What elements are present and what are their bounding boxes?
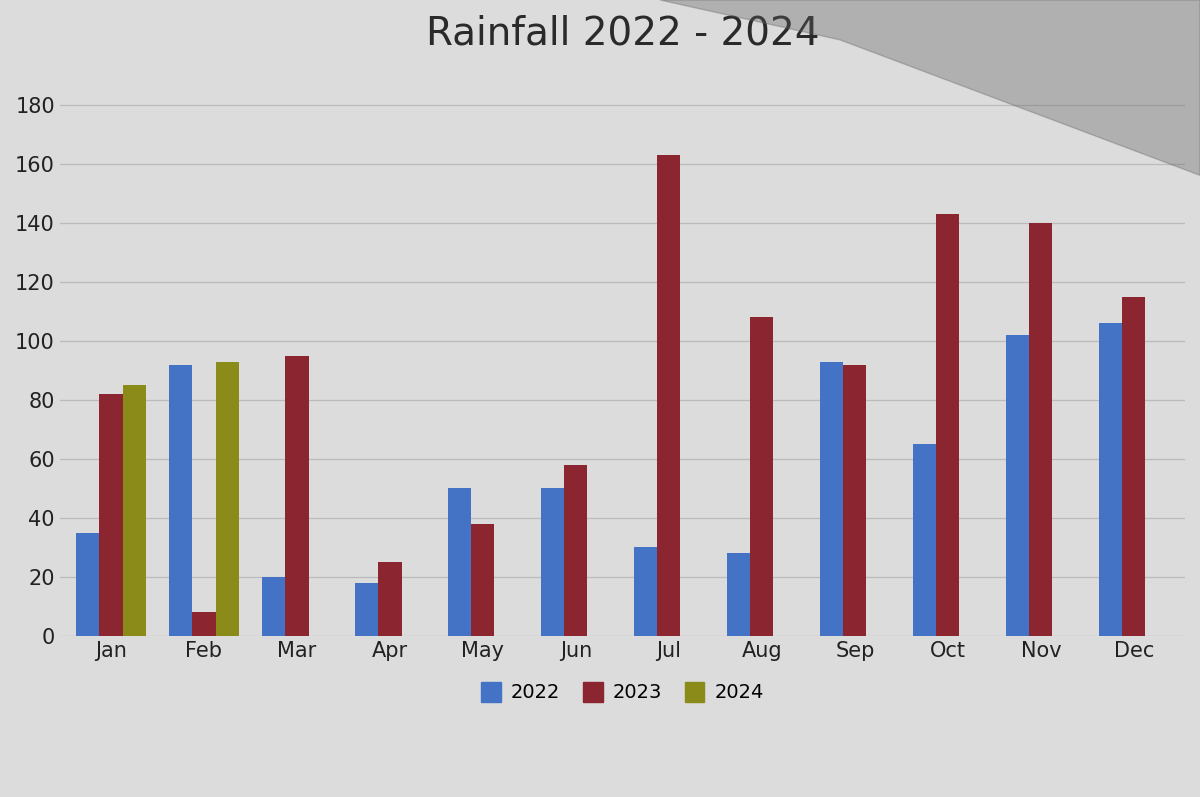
Bar [122, 385, 145, 636]
Title: Rainfall 2022 - 2024: Rainfall 2022 - 2024 [426, 15, 820, 53]
Bar [844, 364, 866, 636]
Legend: 2022, 2023, 2024: 2022, 2023, 2024 [474, 674, 772, 710]
Bar [192, 612, 216, 636]
Bar [262, 577, 286, 636]
Bar [727, 553, 750, 636]
Bar [1030, 223, 1052, 636]
Bar [286, 355, 308, 636]
Bar [634, 548, 658, 636]
Bar [472, 524, 494, 636]
Bar [378, 562, 402, 636]
Bar [355, 583, 378, 636]
Bar [448, 489, 472, 636]
Bar [100, 394, 122, 636]
Bar [541, 489, 564, 636]
Bar [913, 444, 936, 636]
Bar [1099, 324, 1122, 636]
Bar [658, 155, 680, 636]
Bar [820, 362, 844, 636]
Bar [750, 317, 774, 636]
Bar [564, 465, 588, 636]
Bar [76, 532, 100, 636]
Bar [216, 362, 239, 636]
Bar [1122, 296, 1146, 636]
Bar [169, 364, 192, 636]
Bar [1006, 335, 1030, 636]
Bar [936, 214, 960, 636]
